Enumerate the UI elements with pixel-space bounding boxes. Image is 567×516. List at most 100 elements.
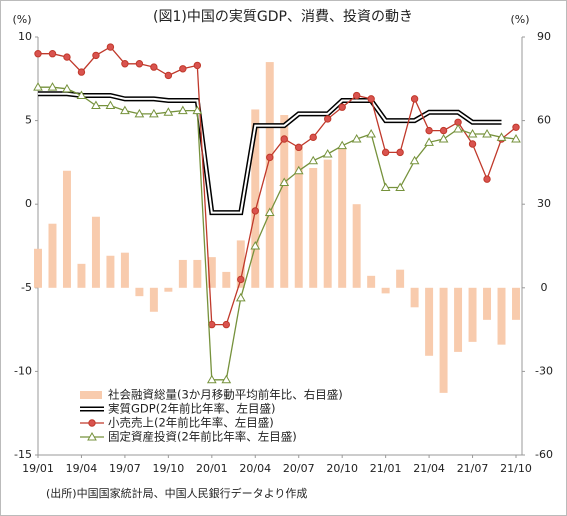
legend-label: 社会融資総量(3か月移動平均前年比、右目盛) [108, 388, 343, 402]
bar [164, 287, 173, 292]
bar [106, 255, 115, 288]
investment-marker [424, 137, 434, 146]
legend-swatch [80, 391, 102, 399]
investment-marker [322, 149, 333, 158]
retail-marker [352, 91, 361, 100]
y-tick-label: -15 [14, 448, 32, 461]
bar [396, 269, 405, 288]
source-note: (出所)中国国家統計局、中国人民銀行データより作成 [46, 486, 307, 500]
bar [178, 259, 187, 288]
investment-marker [120, 105, 130, 115]
retail-marker [237, 275, 245, 284]
retail-marker [483, 175, 491, 183]
x-tick-label: 21/01 [370, 462, 402, 475]
y-tick-label: -5 [21, 281, 32, 294]
investment-marker [395, 182, 405, 191]
retail-marker [251, 207, 259, 215]
bar [323, 159, 332, 288]
x-tick-label: 21/04 [413, 462, 445, 475]
bar [454, 287, 463, 352]
retail-marker [179, 65, 187, 73]
bar [381, 287, 390, 294]
x-tick-label: 19/10 [153, 462, 185, 475]
bar [265, 62, 274, 288]
bar [483, 287, 492, 320]
y-tick-label: 0 [25, 197, 32, 210]
retail-marker [468, 140, 477, 148]
bar [120, 252, 129, 288]
investment-marker [33, 82, 43, 91]
legend-label: 実質GDP(2年前比年率、左目盛) [108, 402, 276, 416]
investment-marker [76, 90, 87, 100]
investment-marker [250, 240, 261, 250]
investment-marker [221, 374, 232, 384]
investment-marker [105, 100, 116, 110]
retail-marker [425, 126, 433, 135]
x-tick-label: 21/07 [457, 462, 489, 475]
investment-marker [149, 108, 159, 118]
y2-axis-label: (%) [510, 13, 529, 26]
retail-marker [266, 153, 274, 162]
investment-line [38, 86, 517, 381]
bar [512, 287, 520, 320]
retail-marker [48, 50, 57, 58]
retail-marker [34, 50, 42, 58]
investment-marker [380, 182, 391, 191]
legend: 社会融資総量(3か月移動平均前年比、右目盛)実質GDP(2年前比年率、左目盛)小… [80, 388, 343, 444]
investment-marker [47, 82, 58, 91]
retail-marker [77, 68, 86, 76]
investment-marker [511, 133, 521, 143]
bar [294, 145, 303, 288]
investment-marker [438, 133, 449, 143]
y2-tick-label: -30 [535, 364, 553, 377]
y2-tick-label: 0 [541, 281, 548, 294]
retail-marker [150, 63, 158, 71]
retail-marker [381, 148, 390, 157]
bar [410, 287, 419, 308]
x-tick-label: 19/01 [22, 462, 54, 475]
y-tick-label: -10 [14, 364, 32, 377]
retail-marker [164, 71, 173, 80]
investment-marker [264, 207, 275, 217]
investment-marker [337, 140, 348, 150]
retail-marker [295, 143, 303, 152]
bar [34, 248, 42, 288]
retail-marker [106, 43, 115, 51]
y2-tick-label: 30 [537, 197, 551, 210]
retail-marker [323, 115, 332, 123]
retail-marker [193, 61, 202, 70]
x-tick-label: 20/10 [326, 462, 358, 475]
bar [149, 287, 158, 312]
bar [280, 115, 289, 288]
bar [439, 287, 448, 393]
y2-tick-label: 60 [537, 114, 551, 127]
bar [425, 287, 434, 356]
x-tick-label: 20/04 [239, 462, 271, 475]
retail-marker [367, 95, 375, 103]
legend-label: 固定資産投資(2年前比年率、左目盛) [108, 430, 297, 444]
x-tick-label: 20/01 [196, 462, 228, 475]
bar [251, 109, 260, 288]
retail-marker [280, 135, 288, 143]
retail-marker [121, 60, 129, 68]
bar [193, 259, 202, 288]
bar [77, 263, 86, 288]
investment-marker [163, 107, 174, 116]
legend-marker [87, 431, 97, 441]
bar [207, 257, 216, 288]
investment-marker [293, 165, 304, 175]
retail-marker [222, 320, 231, 329]
bar [367, 275, 376, 288]
investment-marker [467, 128, 478, 138]
bar [48, 223, 57, 288]
investment-marker [235, 292, 246, 302]
investment-marker [496, 132, 507, 141]
retail-marker [439, 126, 448, 135]
retail-marker [512, 123, 520, 131]
investment-marker [192, 105, 203, 115]
chart-title: (図1)中国の実質GDP、消費、投資の動き [153, 9, 413, 25]
legend-marker [88, 419, 96, 427]
bar [468, 287, 477, 342]
retail-marker [135, 60, 144, 68]
retail-marker [92, 51, 100, 60]
